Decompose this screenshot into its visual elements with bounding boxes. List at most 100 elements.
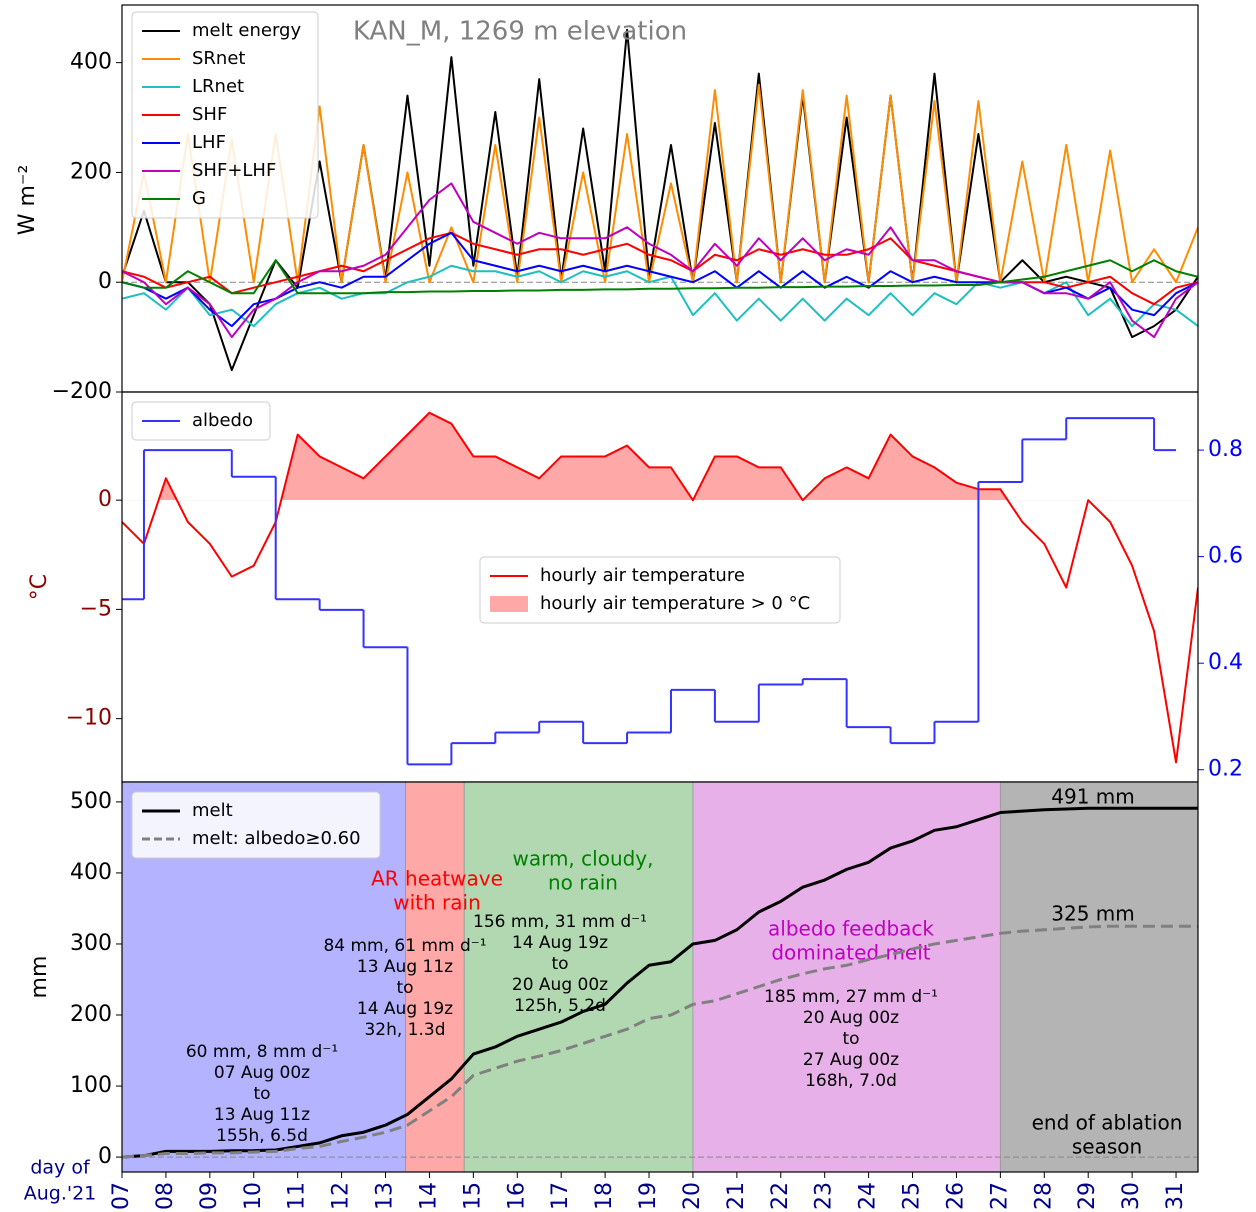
- annotation: 325 mm: [1051, 902, 1135, 926]
- period-stats: 20 Aug 00z: [512, 975, 608, 995]
- y-tick-label: 0: [98, 487, 112, 512]
- period-stats: 185 mm, 27 mm d⁻¹: [764, 987, 938, 1007]
- x-tick-label: 10: [241, 1182, 266, 1210]
- x-tick-label: 09: [197, 1182, 222, 1210]
- y-tick-label: 0: [98, 1144, 112, 1169]
- period-stats: 07 Aug 00z: [214, 1063, 310, 1083]
- y-tick-label: −200: [52, 379, 112, 404]
- legend-label: LHF: [192, 132, 226, 153]
- y-tick-label: 200: [70, 1002, 112, 1027]
- x-axis-label: Aug.'21: [24, 1183, 97, 1205]
- chart-title: KAN_M, 1269 m elevation: [353, 17, 687, 47]
- legend-box: [131, 11, 319, 219]
- y-tick-label: −10: [66, 706, 112, 731]
- legend-label: SRnet: [192, 48, 245, 69]
- period-stats: 20 Aug 00z: [803, 1008, 899, 1028]
- x-tick-label: 08: [153, 1182, 178, 1210]
- line: [122, 924, 1198, 1159]
- period-band: [405, 781, 465, 1173]
- x-tick-label: 11: [285, 1182, 310, 1210]
- legend-label: SHF: [192, 104, 227, 125]
- period-stats: 13 Aug 11z: [214, 1105, 310, 1125]
- x-tick-label: 19: [636, 1182, 661, 1210]
- x-tick-label: 23: [812, 1182, 837, 1210]
- line: [122, 182, 1198, 339]
- y-tick-label: 300: [70, 931, 112, 956]
- period-label: with rain: [393, 891, 481, 915]
- x-tick-label: 31: [1163, 1182, 1188, 1210]
- x-tick-label: 20: [680, 1182, 705, 1210]
- period-stats: 32h, 1.3d: [364, 1020, 445, 1040]
- y2-tick-label: 0.6: [1208, 544, 1243, 569]
- x-tick-label: 25: [900, 1182, 925, 1210]
- y-tick-label: 400: [70, 860, 112, 885]
- y-tick-label: 100: [70, 1073, 112, 1098]
- y-tick-label: 0: [98, 269, 112, 294]
- legend-label: G: [192, 188, 206, 209]
- period-label: albedo feedback: [768, 917, 934, 941]
- period-stats: 13 Aug 11z: [357, 957, 453, 977]
- y-tick-label: 400: [70, 50, 112, 75]
- legend-label: melt energy: [192, 20, 301, 41]
- legend-label: LRnet: [192, 76, 244, 97]
- period-stats: 60 mm, 8 mm d⁻¹: [186, 1042, 338, 1062]
- legend-label: SHF+LHF: [192, 160, 276, 181]
- x-axis-label: day of: [30, 1157, 91, 1179]
- x-tick-label: 07: [109, 1182, 134, 1210]
- period-stats: 27 Aug 00z: [803, 1050, 899, 1070]
- x-tick-label: 13: [373, 1182, 398, 1210]
- y2-tick-label: 0.4: [1208, 650, 1243, 675]
- period-band: [999, 781, 1199, 1173]
- period-label: dominated melt: [771, 941, 930, 965]
- y2-tick-label: 0.2: [1208, 757, 1243, 782]
- period-stats: 84 mm, 61 mm d⁻¹: [323, 936, 486, 956]
- legend-box: [131, 401, 271, 441]
- x-tick-label: 29: [1075, 1182, 1100, 1210]
- period-stats: to: [842, 1029, 859, 1049]
- legend-label: hourly air temperature > 0 °C: [540, 593, 810, 614]
- x-tick-label: 18: [592, 1182, 617, 1210]
- period-stats: to: [253, 1084, 270, 1104]
- period-stats: 168h, 7.0d: [805, 1071, 897, 1091]
- legend-label: melt: [192, 800, 233, 821]
- line: [122, 83, 1198, 284]
- legend-box: [479, 556, 841, 624]
- line: [122, 28, 1198, 372]
- y-axis-label: W m⁻²: [15, 165, 40, 236]
- y-tick-label: −5: [80, 596, 112, 621]
- step-riser: [142, 418, 1156, 765]
- line: [122, 411, 1198, 764]
- legend-label: hourly air temperature: [540, 565, 745, 586]
- x-tick-label: 16: [504, 1182, 529, 1210]
- period-label: no rain: [548, 871, 618, 895]
- x-tick-label: 26: [943, 1182, 968, 1210]
- y-tick-label: 500: [70, 789, 112, 814]
- legend-label: melt: albedo≥0.60: [192, 828, 361, 849]
- line: [122, 259, 1198, 295]
- period-label: season: [1072, 1135, 1142, 1159]
- period-stats: 14 Aug 19z: [512, 933, 608, 953]
- period-label: end of ablation: [1032, 1111, 1183, 1135]
- period-band: [692, 781, 1001, 1173]
- y-axis-label: °C: [27, 574, 52, 600]
- line: [122, 806, 1198, 1159]
- legend-swatch: [490, 596, 528, 612]
- x-tick-label: 22: [768, 1182, 793, 1210]
- y-tick-label: 200: [70, 159, 112, 184]
- x-tick-label: 21: [724, 1182, 749, 1210]
- y2-tick-label: 0.8: [1208, 437, 1243, 462]
- period-stats: to: [396, 978, 413, 998]
- period-label: AR heatwave: [371, 867, 503, 891]
- period-stats: 125h, 5.2d: [514, 996, 606, 1016]
- plot-frame: [121, 781, 1199, 1173]
- x-tick-label: 27: [987, 1182, 1012, 1210]
- x-tick-label: 17: [548, 1182, 573, 1210]
- legend-box: [131, 791, 381, 859]
- x-tick-label: 28: [1031, 1182, 1056, 1210]
- period-stats: 155h, 6.5d: [216, 1126, 308, 1146]
- x-tick-label: 12: [329, 1182, 354, 1210]
- area-fill: [122, 412, 1198, 501]
- annotation: 491 mm: [1051, 785, 1135, 809]
- period-stats: 156 mm, 31 mm d⁻¹: [473, 912, 647, 932]
